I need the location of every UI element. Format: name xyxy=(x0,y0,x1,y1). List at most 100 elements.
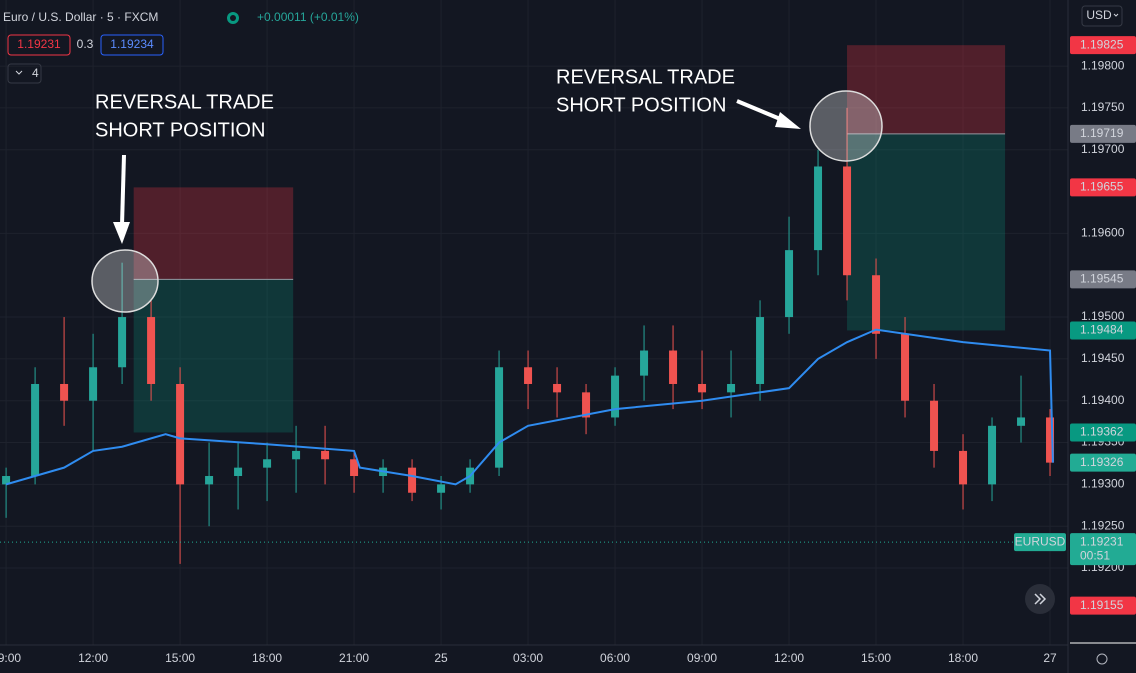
price-label-box xyxy=(1070,423,1136,442)
chevron[interactable] xyxy=(1113,13,1119,17)
x-tick-label: 18:00 xyxy=(948,651,978,665)
candle-body xyxy=(814,166,823,251)
price-label: 1.19155 xyxy=(1080,598,1124,612)
stop-zone xyxy=(133,187,294,280)
candle-body xyxy=(1017,417,1026,426)
candle-body xyxy=(2,476,11,485)
settings-icon[interactable] xyxy=(1096,653,1108,665)
scroll-icon[interactable] xyxy=(1034,593,1047,605)
candle-body xyxy=(669,350,678,384)
candle-body xyxy=(524,367,533,384)
y-tick-label: 1.19300 xyxy=(1081,477,1125,491)
candle-body xyxy=(930,400,939,451)
candle-body xyxy=(234,467,243,477)
x-tick-label: 09:00 xyxy=(687,651,717,665)
bid-box[interactable] xyxy=(7,34,71,56)
candle-body xyxy=(698,383,707,393)
highlight-circle xyxy=(91,249,159,313)
candle-body xyxy=(843,166,852,276)
candle-body xyxy=(582,392,591,418)
candle-body xyxy=(988,425,997,485)
y-tick-label: 1.19800 xyxy=(1081,58,1125,72)
candle-body xyxy=(611,375,620,418)
annotation: REVERSAL TRADE xyxy=(95,91,274,113)
status-dot xyxy=(230,15,236,21)
candle-body xyxy=(350,459,359,477)
candle-body xyxy=(640,350,649,376)
x-tick-label: 03:00 xyxy=(513,651,543,665)
x-tick-label: 06:00 xyxy=(600,651,630,665)
candle-body xyxy=(31,383,40,477)
x-tick-label: 27 xyxy=(1043,651,1057,665)
stop-zone xyxy=(847,45,1006,134)
candle-body xyxy=(756,317,765,384)
x-tick-label: 12:00 xyxy=(774,651,804,665)
y-tick-label: 1.19500 xyxy=(1081,309,1125,323)
ask[interactable]: 1.19234 xyxy=(110,37,154,51)
candle-body xyxy=(495,367,504,468)
candle-body xyxy=(118,317,127,368)
y-tick-label: 1.19700 xyxy=(1081,142,1125,156)
x-tick-label: 09:00 xyxy=(0,651,21,665)
indicator-count[interactable]: 4 xyxy=(32,66,39,80)
ask-box[interactable] xyxy=(100,34,164,56)
annotation: SHORT POSITION xyxy=(95,119,265,141)
candle-body xyxy=(321,450,330,460)
candle-body xyxy=(1046,417,1055,463)
candle-body xyxy=(263,459,272,468)
arrow-head xyxy=(775,112,801,129)
candle-body xyxy=(176,383,185,485)
price-label: 1.19719 xyxy=(1080,126,1124,140)
candle-body xyxy=(292,450,301,460)
price-label: 1.19825 xyxy=(1080,37,1124,51)
candle-body xyxy=(89,367,98,401)
y-tick-label: 1.19450 xyxy=(1081,351,1125,365)
price-label-box xyxy=(1070,270,1136,289)
candle-body xyxy=(872,275,881,334)
highlight-circle xyxy=(809,90,883,162)
y-tick-label: 1.19750 xyxy=(1081,100,1125,114)
symbol-label: EURUSD xyxy=(1015,534,1066,548)
price-label-box xyxy=(1070,124,1136,143)
indicator-toggle[interactable] xyxy=(7,63,42,84)
change: +0.00011 (+0.01%) xyxy=(257,10,359,24)
x-tick-label: 15:00 xyxy=(861,651,891,665)
candle-body xyxy=(147,317,156,384)
price-label-box xyxy=(1070,596,1136,615)
chevron[interactable] xyxy=(15,70,23,75)
candle-body xyxy=(408,467,417,493)
x-tick-label: 21:00 xyxy=(339,651,369,665)
currency[interactable]: USD xyxy=(1086,8,1112,22)
price-label-box xyxy=(1070,321,1136,340)
x-tick-label: 18:00 xyxy=(252,651,282,665)
countdown: 00:51 xyxy=(1080,548,1110,562)
y-tick-label: 1.19250 xyxy=(1081,518,1125,532)
spread: 0.3 xyxy=(77,37,94,51)
bid[interactable]: 1.19231 xyxy=(17,37,61,51)
candle-body xyxy=(727,383,736,393)
x-tick-label: 15:00 xyxy=(165,651,195,665)
candle-body xyxy=(60,383,69,401)
candle-body xyxy=(901,333,910,401)
price-label: 1.19484 xyxy=(1080,323,1124,337)
y-tick-label: 1.19600 xyxy=(1081,226,1125,240)
candle-body xyxy=(205,476,214,485)
last-price: 1.19231 xyxy=(1080,534,1124,548)
arrow xyxy=(120,154,126,226)
price-label-box xyxy=(1070,178,1136,197)
candle-body xyxy=(553,383,562,393)
candle-body xyxy=(959,450,968,485)
x-tick-label: 25 xyxy=(434,651,448,665)
y-tick-label: 1.19400 xyxy=(1081,393,1125,407)
annotation: SHORT POSITION xyxy=(556,94,726,116)
currency-box[interactable] xyxy=(1081,5,1123,27)
arrow-head xyxy=(113,222,130,244)
price-label-box xyxy=(1070,36,1136,55)
x-tick-label: 12:00 xyxy=(78,651,108,665)
price-label: 1.19545 xyxy=(1080,272,1124,286)
candle-body xyxy=(785,250,794,318)
price-label: 1.19362 xyxy=(1080,425,1124,439)
target-zone xyxy=(133,279,294,433)
last-price-box xyxy=(1070,533,1136,566)
